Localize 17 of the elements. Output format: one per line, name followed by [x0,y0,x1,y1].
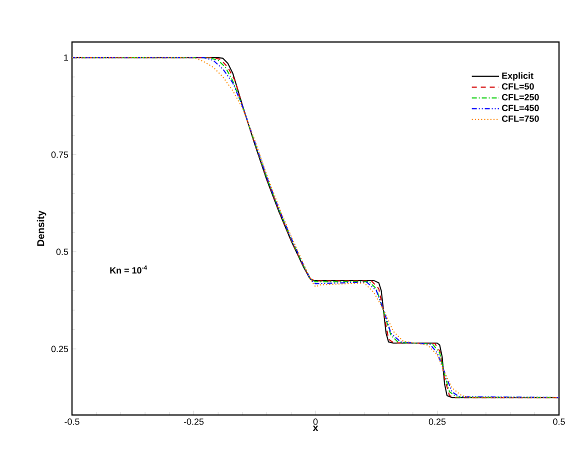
annotation: Kn = 10$^{-4}$ [110,266,148,274]
legend-label: Explicit [502,72,534,81]
legend-label: CFL=250 [502,94,539,100]
y-axis-title: Density [36,210,46,246]
x-tick-label: -0.25 [184,418,204,425]
legend-label: CFL=450 [502,104,539,112]
y-tick-label: 1 [64,54,68,61]
y-tick-label: 0.75 [51,152,68,158]
x-tick-label: 0 [313,418,318,425]
y-tick-label: 0.25 [51,346,68,352]
legend-label: CFL=50 [502,83,534,90]
x-tick-label: -0.5 [64,418,80,425]
x-tick-label: 0.25 [428,418,446,425]
x-axis-title: x [312,426,318,431]
y-tick-label: 0.5 [56,248,68,255]
x-tick-label: 0.5 [553,418,565,425]
legend-label: CFL=750 [502,116,539,122]
